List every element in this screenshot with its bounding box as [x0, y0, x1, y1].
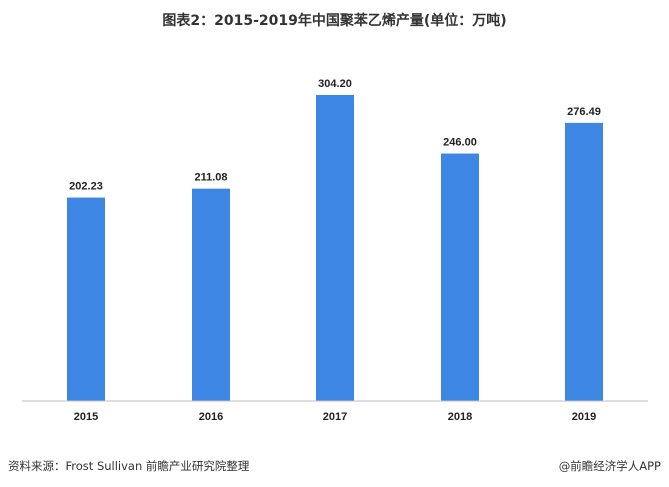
source-note: 资料来源：Frost Sullivan 前瞻产业研究院整理 — [8, 459, 250, 473]
bar-value-label-2018: 246.00 — [443, 137, 477, 149]
x-tick-label-2018: 2018 — [448, 411, 472, 423]
bar-2019 — [565, 122, 603, 401]
bar-value-label-2016: 211.08 — [194, 172, 227, 184]
x-tick-label-2017: 2017 — [323, 411, 347, 423]
bar-value-label-2017: 304.20 — [318, 78, 352, 90]
x-tick-labels-group: 2015 2016 2017 2018 2019 — [74, 411, 596, 423]
x-tick-label-2016: 2016 — [199, 411, 223, 423]
bars-group — [67, 95, 603, 401]
bar-2017 — [316, 95, 354, 401]
data-labels-group: 202.23 211.08 304.20 246.00 276.49 — [69, 78, 601, 193]
bar-2015 — [67, 197, 105, 401]
bar-2016 — [192, 188, 230, 401]
chart-title: 图表2：2015-2019年中国聚苯乙烯产量(单位：万吨) — [162, 13, 507, 29]
x-tick-label-2019: 2019 — [572, 411, 596, 423]
credit-note: @前瞻经济学人APP — [558, 459, 661, 473]
x-tick-label-2015: 2015 — [74, 411, 98, 423]
bar-value-label-2015: 202.23 — [69, 181, 103, 193]
bar-2018 — [441, 153, 479, 401]
bar-value-label-2019: 276.49 — [567, 106, 601, 118]
